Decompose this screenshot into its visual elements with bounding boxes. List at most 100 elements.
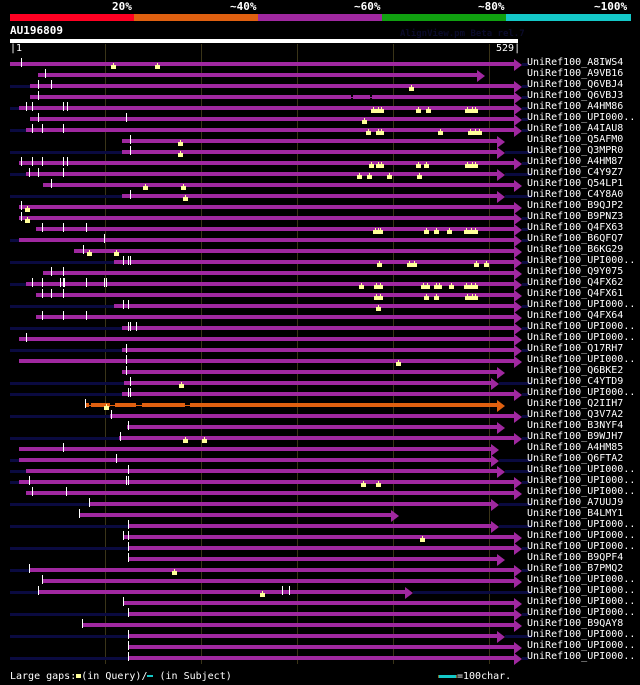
alignment-bar[interactable]: [18, 216, 514, 220]
alignment-bar[interactable]: [121, 326, 514, 330]
hit-row[interactable]: UniRef100_UPI000..: [0, 541, 640, 555]
alignment-bar[interactable]: [30, 117, 514, 121]
hit-name-link[interactable]: UniRef100_UPI000..: [527, 530, 636, 541]
hit-row[interactable]: UniRef100_B6QFQ7: [0, 233, 640, 247]
hit-name-link[interactable]: UniRef100_UPI000..: [527, 354, 636, 365]
hit-row[interactable]: UniRef100_Q4FX64: [0, 310, 640, 324]
alignment-bar[interactable]: [29, 568, 514, 572]
alignment-bar[interactable]: [18, 359, 514, 363]
hit-name-link[interactable]: UniRef100_UPI000..: [527, 255, 636, 266]
hit-row[interactable]: UniRef100_UPI000..: [0, 354, 640, 368]
hit-name-link[interactable]: UniRef100_A4IAU8: [527, 123, 624, 134]
hit-name-link[interactable]: UniRef100_A4HM86: [527, 101, 624, 112]
hit-row[interactable]: UniRef100_UPI000..: [0, 530, 640, 544]
hit-name-link[interactable]: UniRef100_A9VB16: [527, 68, 624, 79]
hit-row[interactable]: UniRef100_UPI000..: [0, 585, 640, 599]
alignment-bar[interactable]: [43, 183, 514, 187]
hit-name-link[interactable]: UniRef100_A4HM85: [527, 442, 624, 453]
hit-name-link[interactable]: UniRef100_Q4FX64: [527, 310, 624, 321]
alignment-bar[interactable]: [118, 436, 514, 440]
hit-row[interactable]: UniRef100_UPI000..: [0, 332, 640, 346]
hit-row[interactable]: UniRef100_UPI000..: [0, 519, 640, 533]
hit-name-link[interactable]: UniRef100_Q54LP1: [527, 178, 624, 189]
hit-row[interactable]: UniRef100_UPI000..: [0, 486, 640, 500]
hit-name-link[interactable]: UniRef100_UPI000..: [527, 629, 636, 640]
hit-row[interactable]: UniRef100_A4HM86: [0, 101, 640, 115]
alignment-bar[interactable]: [43, 271, 514, 275]
hit-name-link[interactable]: UniRef100_UPI000..: [527, 112, 636, 123]
hit-row[interactable]: UniRef100_Q6BKE2: [0, 365, 640, 379]
alignment-bar[interactable]: [121, 348, 514, 352]
hit-name-link[interactable]: UniRef100_A4HM87: [527, 156, 624, 167]
hit-row[interactable]: UniRef100_UPI000..: [0, 475, 640, 489]
hit-row[interactable]: UniRef100_Q2IIH7: [0, 398, 640, 412]
hit-row[interactable]: UniRef100_UPI000..: [0, 651, 640, 665]
alignment-bar[interactable]: [128, 557, 497, 561]
hit-row[interactable]: UniRef100_Q4FX61: [0, 288, 640, 302]
hit-name-link[interactable]: UniRef100_UPI000..: [527, 486, 636, 497]
hit-row[interactable]: UniRef100_Q9Y075: [0, 266, 640, 280]
hit-row[interactable]: UniRef100_UPI000..: [0, 629, 640, 643]
hit-name-link[interactable]: UniRef100_UPI000..: [527, 541, 636, 552]
alignment-bar[interactable]: [26, 172, 497, 176]
alignment-bar[interactable]: [122, 601, 514, 605]
hit-name-link[interactable]: UniRef100_UPI000..: [527, 607, 636, 618]
hit-row[interactable]: UniRef100_B7PMQ2: [0, 563, 640, 577]
hit-name-link[interactable]: UniRef100_C4Y8A0: [527, 189, 624, 200]
alignment-bar[interactable]: [73, 249, 514, 253]
alignment-bar[interactable]: [18, 458, 492, 462]
alignment-bar[interactable]: [114, 304, 514, 308]
hit-name-link[interactable]: UniRef100_Q6FTA2: [527, 453, 624, 464]
hit-name-link[interactable]: UniRef100_B9WJH7: [527, 431, 624, 442]
alignment-bar[interactable]: [121, 194, 497, 198]
hit-name-link[interactable]: UniRef100_Q4FX62: [527, 277, 624, 288]
hit-name-link[interactable]: UniRef100_B6KG29: [527, 244, 624, 255]
alignment-bar[interactable]: [114, 260, 514, 264]
hit-row[interactable]: UniRef100_B4LMY1: [0, 508, 640, 522]
alignment-bar[interactable]: [127, 425, 497, 429]
alignment-bar[interactable]: [30, 84, 514, 88]
alignment-bar[interactable]: [42, 579, 514, 583]
hit-row[interactable]: UniRef100_C4Y9Z7: [0, 167, 640, 181]
hit-row[interactable]: UniRef100_Q3V7A2: [0, 409, 640, 423]
hit-row[interactable]: UniRef100_Q6VBJ4: [0, 79, 640, 93]
hit-row[interactable]: UniRef100_B6KG29: [0, 244, 640, 258]
alignment-bar[interactable]: [121, 370, 497, 374]
hit-name-link[interactable]: UniRef100_UPI000..: [527, 585, 636, 596]
hit-row[interactable]: UniRef100_B9QJP2: [0, 200, 640, 214]
hit-row[interactable]: UniRef100_A4HM85: [0, 442, 640, 456]
alignment-bar[interactable]: [121, 150, 497, 154]
hit-row[interactable]: UniRef100_B9WJH7: [0, 431, 640, 445]
hit-name-link[interactable]: UniRef100_B9QJP2: [527, 200, 624, 211]
alignment-bar[interactable]: [18, 447, 492, 451]
hit-row[interactable]: UniRef100_Q54LP1: [0, 178, 640, 192]
hit-name-link[interactable]: UniRef100_Q3V7A2: [527, 409, 624, 420]
alignment-bar[interactable]: [18, 106, 514, 110]
hit-name-link[interactable]: UniRef100_UPI000..: [527, 651, 636, 662]
hit-row[interactable]: UniRef100_A4HM87: [0, 156, 640, 170]
hit-name-link[interactable]: UniRef100_B9PNZ3: [527, 211, 624, 222]
alignment-bar[interactable]: [89, 502, 492, 506]
alignment-bar[interactable]: [35, 227, 514, 231]
hit-row[interactable]: UniRef100_Q5AFM0: [0, 134, 640, 148]
hit-row[interactable]: UniRef100_B9QPF4: [0, 552, 640, 566]
hit-name-link[interactable]: UniRef100_Q4FX61: [527, 288, 624, 299]
alignment-bar[interactable]: [128, 645, 514, 649]
hit-row[interactable]: UniRef100_UPI000..: [0, 255, 640, 269]
alignment-bar[interactable]: [35, 293, 514, 297]
alignment-bar[interactable]: [128, 656, 514, 660]
hit-row[interactable]: UniRef100_Q4FX63: [0, 222, 640, 236]
hit-row[interactable]: UniRef100_UPI000..: [0, 387, 640, 401]
alignment-bar[interactable]: [121, 392, 514, 396]
alignment-bar[interactable]: [78, 513, 391, 517]
hit-row[interactable]: UniRef100_UPI000..: [0, 607, 640, 621]
hit-name-link[interactable]: UniRef100_B3NYF4: [527, 420, 624, 431]
hit-row[interactable]: UniRef100_UPI000..: [0, 112, 640, 126]
hit-name-link[interactable]: UniRef100_Q17RH7: [527, 343, 624, 354]
hit-row[interactable]: UniRef100_A8IWS4: [0, 57, 640, 71]
hit-name-link[interactable]: UniRef100_B6QFQ7: [527, 233, 624, 244]
alignment-bar[interactable]: [18, 238, 514, 242]
hit-name-link[interactable]: UniRef100_Q6BKE2: [527, 365, 624, 376]
hit-name-link[interactable]: UniRef100_UPI000..: [527, 299, 636, 310]
hit-name-link[interactable]: UniRef100_UPI000..: [527, 574, 636, 585]
